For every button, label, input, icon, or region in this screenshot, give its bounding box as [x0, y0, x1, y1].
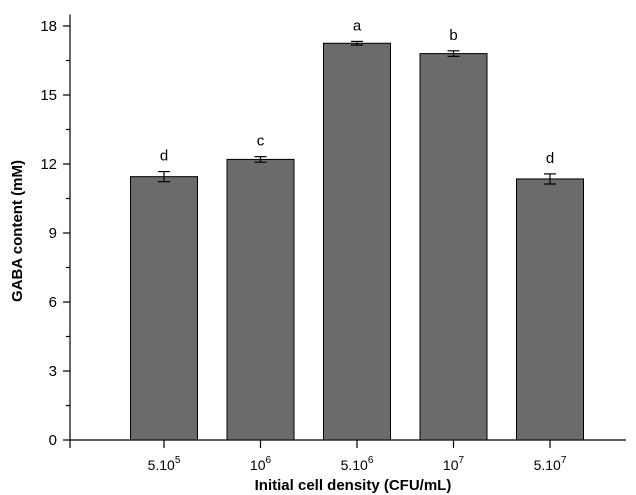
x-axis-title: Initial cell density (CFU/mL)	[255, 477, 452, 494]
y-tick-label: 0	[49, 432, 57, 449]
significance-label: d	[546, 150, 554, 167]
error-bar	[447, 50, 460, 57]
error-bars	[158, 40, 556, 185]
category-labels: 5.105 106 5.106 107 5.107	[148, 455, 567, 473]
error-bar	[351, 40, 363, 46]
bar	[226, 158, 295, 441]
y-tick-label: 18	[40, 18, 57, 35]
x-tick-label: 5.105	[148, 455, 181, 473]
significance-label: c	[257, 133, 265, 150]
significance-label: b	[449, 27, 457, 44]
bar	[130, 176, 198, 441]
x-tick-label: 5.106	[341, 455, 374, 473]
error-bar	[254, 156, 267, 163]
y-tick-label: 6	[49, 294, 57, 311]
error-bar	[544, 173, 556, 185]
y-axis-title: GABA content (mM)	[9, 160, 26, 302]
x-axis	[69, 439, 626, 448]
bar	[323, 42, 391, 441]
significance-label: d	[160, 148, 168, 165]
bars	[130, 42, 584, 441]
y-tick-label: 9	[49, 225, 57, 242]
x-tick-label: 106	[250, 455, 272, 473]
error-bar	[158, 170, 170, 183]
y-tick-label: 3	[49, 363, 57, 380]
y-tick-label: 12	[40, 156, 57, 173]
bar	[419, 53, 488, 441]
bar	[516, 178, 584, 441]
x-tick-label: 107	[443, 455, 465, 473]
significance-labels: d c a b d	[160, 17, 554, 166]
y-axis: 0 3 6 9 12 15 18	[40, 14, 71, 449]
x-tick-label: 5.107	[534, 455, 567, 473]
significance-label: a	[353, 17, 362, 34]
y-tick-label: 15	[40, 87, 57, 104]
